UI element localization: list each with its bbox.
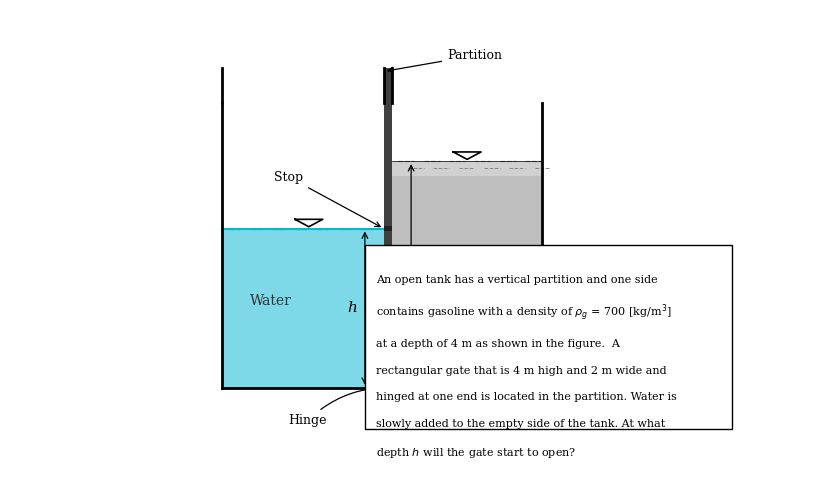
Bar bbox=[392, 161, 542, 176]
Text: Hinge: Hinge bbox=[288, 385, 384, 427]
Bar bbox=[222, 228, 384, 388]
Text: Water: Water bbox=[250, 294, 292, 308]
Bar bbox=[365, 245, 732, 429]
Text: depth $h$ will the gate start to open?: depth $h$ will the gate start to open? bbox=[377, 446, 577, 460]
Text: Partition: Partition bbox=[388, 49, 502, 72]
Text: at a depth of 4 m as shown in the figure.  A: at a depth of 4 m as shown in the figure… bbox=[377, 339, 620, 348]
Bar bbox=[384, 226, 392, 231]
Text: contains gasoline with a density of $\rho_g$ = 700 [kg/m$^3$]: contains gasoline with a density of $\rh… bbox=[377, 302, 672, 323]
Text: Gasoline: Gasoline bbox=[480, 267, 542, 281]
Bar bbox=[384, 68, 392, 388]
Text: 4 m: 4 m bbox=[427, 267, 453, 281]
Text: slowly added to the empty side of the tank. At what: slowly added to the empty side of the ta… bbox=[377, 419, 666, 430]
Text: rectangular gate that is 4 m high and 2 m wide and: rectangular gate that is 4 m high and 2 … bbox=[377, 365, 667, 376]
Text: An open tank has a vertical partition and one side: An open tank has a vertical partition an… bbox=[377, 276, 658, 285]
Text: h: h bbox=[347, 301, 357, 315]
Text: hinged at one end is located in the partition. Water is: hinged at one end is located in the part… bbox=[377, 393, 677, 402]
Text: Stop: Stop bbox=[275, 171, 380, 226]
Bar bbox=[392, 161, 542, 388]
